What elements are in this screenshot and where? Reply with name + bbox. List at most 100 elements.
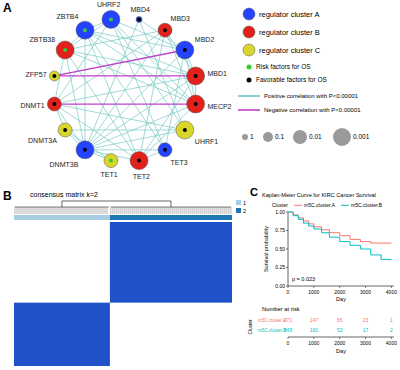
dendrogram-leaf	[15, 207, 16, 214]
dendrogram-leaf	[206, 207, 207, 214]
dendrogram-leaf	[23, 207, 24, 214]
x-tick-label: 3000	[360, 289, 371, 295]
node-label: UHRF1	[195, 138, 218, 145]
legend-title: Cluster	[272, 202, 288, 208]
edge	[85, 30, 196, 76]
dendrogram-leaf	[51, 207, 52, 214]
cluster-bar	[110, 215, 232, 220]
dendrogram-leaf	[29, 207, 30, 214]
node-factor-dot	[52, 102, 56, 106]
dendrogram-leaf	[182, 207, 183, 214]
node-label: MBD3	[171, 15, 191, 22]
node-factor-dot	[183, 128, 187, 132]
dendrogram-leaf	[146, 207, 147, 214]
dendrogram	[15, 201, 231, 214]
risk-count: 1	[390, 317, 393, 323]
risk-count: 65	[337, 317, 343, 323]
node	[49, 71, 59, 81]
dendrogram-leaf	[156, 207, 157, 214]
edge	[54, 19, 111, 104]
x-tick-label: 0	[287, 289, 290, 295]
dendrogram-leaf	[200, 207, 201, 214]
dendrogram-leaf	[136, 207, 137, 214]
x-axis	[288, 286, 394, 287]
node	[187, 95, 205, 113]
dendrogram-leaf	[212, 207, 213, 214]
panel-label: C	[250, 186, 258, 198]
risk-x-tick-label: 2000	[334, 340, 345, 346]
node	[187, 67, 205, 85]
node-factor-dot	[163, 148, 167, 152]
legend-swatch	[247, 65, 252, 70]
dendrogram-branch	[62, 201, 171, 202]
legend-swatch	[341, 205, 349, 206]
dendrogram-leaf	[152, 207, 153, 214]
dendrogram-leaf	[65, 207, 66, 214]
node-label: TET3	[171, 159, 188, 166]
dendrogram-leaf	[110, 207, 111, 214]
risk-count: 2	[390, 327, 393, 333]
dendrogram-leaf	[122, 207, 123, 214]
dendrogram-leaf	[73, 207, 74, 214]
dendrogram-leaf	[216, 207, 217, 214]
dendrogram-leaf	[55, 207, 56, 214]
x-tick-label: 4000	[386, 289, 397, 295]
edge	[54, 50, 184, 76]
node-label: MBD2	[195, 36, 215, 43]
risk-count: 23	[363, 317, 369, 323]
dendrogram-leaf	[214, 207, 215, 214]
dendrogram-leaf	[118, 207, 119, 214]
node	[104, 154, 118, 168]
dendrogram-leaf	[31, 207, 32, 214]
legend-swatch	[247, 78, 252, 83]
dendrogram-leaf	[220, 207, 221, 214]
size-legend-label: 1	[250, 133, 254, 140]
dendrogram-leaf	[170, 207, 171, 214]
risk-table-label: Cluster	[248, 319, 253, 335]
dendrogram-leaf	[39, 207, 40, 214]
survival-curve	[288, 212, 391, 259]
risk-x-axis	[288, 337, 394, 338]
dendrogram-leaf	[196, 207, 197, 214]
edge	[139, 104, 196, 161]
node	[130, 152, 148, 170]
dendrogram-leaf	[176, 207, 177, 214]
dendrogram-leaf	[95, 207, 96, 214]
dendrogram-leaf	[144, 207, 145, 214]
risk-x-tick-label: 3000	[360, 340, 371, 346]
dendrogram-leaf	[81, 207, 82, 214]
dendrogram-leaf	[87, 207, 88, 214]
node-factor-dot	[52, 74, 56, 78]
risk-x-tick-label: 4000	[386, 340, 397, 346]
x-tick	[339, 286, 340, 288]
size-legend-circle	[242, 134, 248, 140]
y-tick-label: 0.50	[275, 246, 285, 252]
legend-label: Negative correlation with P<0.00001	[264, 107, 361, 113]
node	[102, 10, 120, 28]
dendrogram-leaf	[79, 207, 80, 214]
dendrogram-leaf	[93, 207, 94, 214]
y-axis-label: Survival probability	[263, 226, 269, 272]
dendrogram-leaf	[69, 207, 70, 214]
legend-label: m5C.cluster.B	[351, 202, 383, 208]
node-factor-dot	[194, 102, 198, 106]
dendrogram-leaf	[208, 207, 209, 214]
risk-count: 271	[284, 317, 293, 323]
edge	[85, 104, 196, 150]
y-tick	[286, 267, 288, 268]
dendrogram-leaf	[77, 207, 78, 214]
dendrogram-leaf	[57, 207, 58, 214]
node-factor-dot	[109, 159, 113, 163]
dendrogram-leaf	[184, 207, 185, 214]
dendrogram-leaf	[162, 207, 163, 214]
legend-label: regulator cluster A	[259, 10, 319, 19]
title: Kaplan-Meier Curve for KIRC Cancer Survi…	[262, 192, 376, 198]
node-label: ZBTB4	[57, 13, 79, 20]
node-label: ZBTB38	[29, 36, 55, 43]
node-factor-dot	[109, 17, 113, 21]
risk-count: 345	[284, 327, 293, 333]
size-legend-label: 0.001	[353, 133, 370, 140]
x-tick	[391, 286, 392, 288]
dendrogram-leaf	[116, 207, 117, 214]
figure: AMBD4MBD3MBD2MBD1MECP2UHRF1TET3TET2TET1D…	[0, 0, 400, 370]
